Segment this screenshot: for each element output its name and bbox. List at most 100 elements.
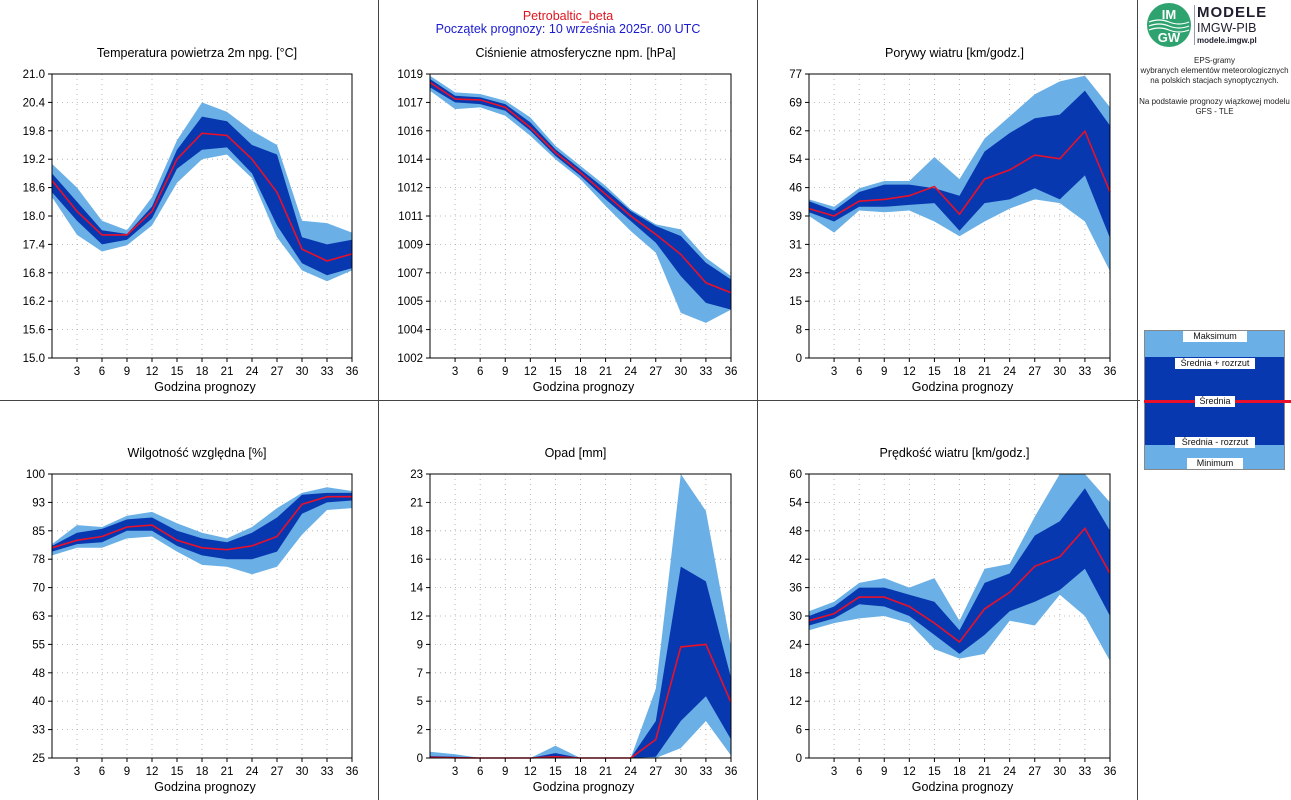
x-tick-label: 27 bbox=[1028, 366, 1041, 378]
y-tick-label: 1014 bbox=[397, 154, 423, 166]
y-tick-label: 18.0 bbox=[23, 211, 45, 223]
x-tick-label: 24 bbox=[624, 766, 637, 778]
y-tick-label: 12 bbox=[410, 611, 423, 623]
y-tick-label: 1012 bbox=[397, 183, 423, 195]
x-tick-label: 36 bbox=[1104, 766, 1117, 778]
x-tick-label: 24 bbox=[624, 366, 637, 378]
mean-line bbox=[808, 129, 1111, 217]
x-axis-label: Godzina prognozy bbox=[912, 380, 1014, 394]
y-tick-label: 7 bbox=[417, 668, 423, 680]
y-tick-label: 19.2 bbox=[23, 154, 45, 166]
y-tick-label: 60 bbox=[789, 469, 802, 481]
x-tick-label: 24 bbox=[1003, 366, 1016, 378]
chart-title: Wilgotność względna [%] bbox=[128, 446, 267, 460]
y-tick-label: 93 bbox=[32, 497, 45, 509]
x-tick-label: 12 bbox=[524, 366, 537, 378]
chart-title: Temperatura powietrza 2m npg. [°C] bbox=[97, 46, 297, 60]
chart-title: Prędkość wiatru [km/godz.] bbox=[879, 446, 1029, 460]
x-axis-label: Godzina prognozy bbox=[154, 780, 256, 794]
x-tick-label: 15 bbox=[928, 366, 941, 378]
y-tick-label: 20.4 bbox=[23, 97, 46, 109]
y-tick-label: 100 bbox=[26, 469, 45, 481]
forecast-start: Początek prognozy: 10 września 2025r. 00… bbox=[435, 22, 701, 36]
info-line: GFS - TLE bbox=[1195, 107, 1234, 117]
x-tick-label: 27 bbox=[649, 366, 662, 378]
y-tick-label: 54 bbox=[789, 497, 802, 509]
x-tick-label: 12 bbox=[146, 766, 159, 778]
y-tick-label: 1005 bbox=[397, 296, 423, 308]
x-tick-label: 6 bbox=[856, 366, 862, 378]
x-tick-label: 15 bbox=[171, 766, 184, 778]
y-tick-label: 78 bbox=[32, 554, 45, 566]
y-tick-label: 69 bbox=[789, 97, 802, 109]
x-axis-label: Godzina prognozy bbox=[912, 780, 1014, 794]
mean-line bbox=[51, 132, 353, 262]
imgw-logo: IM GW MODELE IMGW-PIB modele.imgw.pl bbox=[1145, 2, 1285, 48]
y-tick-label: 1002 bbox=[397, 353, 423, 365]
x-tick-label: 15 bbox=[549, 366, 562, 378]
legend-label-mean: Średnia bbox=[1195, 396, 1235, 407]
y-tick-label: 62 bbox=[789, 126, 802, 138]
y-tick-label: 1019 bbox=[397, 69, 423, 81]
x-tick-label: 12 bbox=[146, 366, 159, 378]
x-tick-label: 33 bbox=[700, 366, 713, 378]
mean-line bbox=[51, 495, 352, 551]
chart-title: Porywy wiatru [km/godz.] bbox=[885, 46, 1024, 60]
x-tick-label: 27 bbox=[271, 766, 284, 778]
x-tick-label: 6 bbox=[99, 766, 105, 778]
logo-mark-bottom: GW bbox=[1158, 30, 1181, 45]
x-tick-label: 30 bbox=[674, 366, 687, 378]
y-tick-label: 15 bbox=[789, 296, 802, 308]
x-tick-label: 18 bbox=[574, 366, 587, 378]
y-tick-label: 21.0 bbox=[23, 69, 45, 81]
x-tick-label: 6 bbox=[856, 766, 862, 778]
x-tick-label: 36 bbox=[346, 366, 359, 378]
y-tick-label: 46 bbox=[789, 183, 802, 195]
minmax-band bbox=[809, 474, 1110, 661]
x-tick-label: 15 bbox=[171, 366, 184, 378]
y-tick-label: 54 bbox=[789, 154, 802, 166]
spread-band bbox=[430, 566, 731, 758]
x-tick-label: 21 bbox=[978, 366, 991, 378]
y-tick-label: 14 bbox=[410, 583, 423, 595]
y-tick-label: 12 bbox=[789, 696, 802, 708]
x-tick-label: 15 bbox=[549, 766, 562, 778]
y-tick-label: 21 bbox=[410, 497, 423, 509]
info-line bbox=[1138, 87, 1291, 97]
y-tick-label: 48 bbox=[789, 526, 802, 538]
x-axis-label: Godzina prognozy bbox=[154, 380, 256, 394]
spread-band bbox=[809, 90, 1110, 239]
x-tick-label: 12 bbox=[903, 366, 916, 378]
logo-wave-icon: IM GW bbox=[1148, 7, 1190, 45]
y-tick-label: 55 bbox=[32, 639, 45, 651]
y-tick-label: 24 bbox=[789, 639, 802, 651]
x-tick-label: 12 bbox=[524, 766, 537, 778]
x-tick-label: 33 bbox=[700, 766, 713, 778]
x-tick-label: 24 bbox=[1003, 766, 1016, 778]
y-tick-label: 17.4 bbox=[23, 239, 46, 251]
y-tick-label: 39 bbox=[789, 211, 802, 223]
y-tick-label: 23 bbox=[789, 268, 802, 280]
mean-line bbox=[808, 527, 1111, 644]
x-tick-label: 9 bbox=[124, 366, 130, 378]
minmax-band bbox=[52, 487, 352, 575]
chart-panel-6: Prędkość wiatru [km/godz.]06121824303642… bbox=[789, 446, 1116, 794]
y-tick-label: 8 bbox=[796, 325, 802, 337]
y-tick-label: 1017 bbox=[397, 97, 423, 109]
info-line: EPS-gramy bbox=[1194, 56, 1235, 65]
info-text: EPS-gramy wybranych elementów meteorolog… bbox=[1138, 56, 1291, 117]
x-tick-label: 15 bbox=[928, 766, 941, 778]
epsgram-panels: Temperatura powietrza 2m npg. [°C] 15.0 15… bbox=[0, 0, 1140, 800]
x-tick-label: 33 bbox=[1079, 366, 1092, 378]
x-tick-label: 27 bbox=[1028, 766, 1041, 778]
y-tick-label: 31 bbox=[789, 239, 802, 251]
x-tick-label: 6 bbox=[477, 766, 483, 778]
x-tick-label: 30 bbox=[1053, 366, 1066, 378]
x-tick-label: 21 bbox=[599, 366, 612, 378]
x-tick-label: 9 bbox=[881, 766, 887, 778]
x-tick-label: 6 bbox=[99, 366, 105, 378]
chart-panel-2: Ciśnienie atmosferyczne npm. [hPa] 1002 10… bbox=[397, 46, 737, 394]
chart-title: Opad [mm] bbox=[545, 446, 607, 460]
y-tick-label: 40 bbox=[32, 696, 45, 708]
y-tick-label: 0 bbox=[417, 753, 423, 765]
